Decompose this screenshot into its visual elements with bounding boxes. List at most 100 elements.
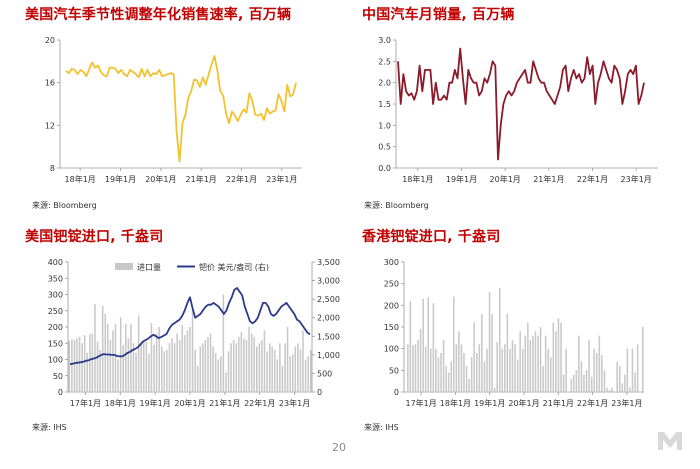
imports-bar — [127, 338, 130, 392]
x-tick-label: 20年1月 — [508, 398, 539, 408]
palladium-price-line — [69, 287, 311, 365]
hk-imports-bar — [481, 314, 483, 392]
x-tick-label: 21年1月 — [543, 398, 574, 408]
y-tick-label: 100 — [48, 356, 63, 365]
hk-imports-bar — [491, 314, 493, 392]
imports-bar — [220, 356, 222, 393]
x-tick-label: 19年1月 — [105, 174, 136, 184]
hk-imports-bar — [499, 288, 501, 392]
hk-imports-bar — [608, 389, 611, 392]
x-tick-label: 18年1月 — [105, 398, 136, 408]
imports-bar — [240, 331, 243, 392]
x-tick-label: 21年1月 — [209, 398, 240, 408]
hk-imports-bar — [470, 357, 473, 392]
hk-imports-bar — [634, 372, 636, 392]
right-y-tick-label: 500 — [317, 369, 332, 378]
hk-imports-bar — [631, 348, 634, 392]
hk-imports-bar — [407, 344, 409, 392]
hk-imports-bar — [460, 344, 463, 392]
hk-imports-bar — [585, 370, 588, 392]
y-tick-label: 200 — [384, 301, 399, 310]
hk-imports-bar — [478, 344, 481, 392]
right-y-tick-label: 1,500 — [317, 332, 340, 341]
imports-bar — [217, 359, 220, 392]
hk-imports-bar — [447, 372, 450, 392]
hk-imports-bar — [509, 348, 511, 392]
x-tick-label: 23年1月 — [621, 174, 652, 184]
imports-bar — [225, 372, 227, 392]
x-tick-label: 23年1月 — [266, 174, 297, 184]
imports-bar — [292, 354, 294, 392]
hk-imports-bar — [573, 374, 575, 392]
imports-bar — [179, 340, 181, 392]
x-tick-label: 17年1月 — [406, 398, 437, 408]
hk-imports-bar — [463, 353, 465, 392]
panel-1-title: 美国汽车季节性调整年化销售速率, 百万辆 — [25, 7, 292, 23]
imports-bar — [212, 346, 214, 392]
imports-bar — [274, 349, 276, 393]
imports-bar — [107, 323, 109, 393]
hk-imports-bar — [430, 348, 432, 392]
legend-label-price: 钯价 美元/盎司 (右) — [199, 262, 269, 272]
imports-bar — [132, 343, 135, 393]
x-tick-label: 19年1月 — [474, 398, 505, 408]
hk-imports-bar — [442, 340, 445, 392]
panel-1-source: 来源: Bloomberg — [32, 201, 97, 210]
imports-bar — [101, 305, 104, 392]
imports-bar — [163, 351, 166, 392]
hk-imports-bar — [424, 346, 427, 392]
imports-bar — [256, 346, 258, 392]
china-sales-series-line — [397, 47, 645, 161]
hk-imports-bar — [593, 348, 595, 392]
us-saar-series-line — [65, 55, 297, 163]
imports-bar — [281, 366, 284, 392]
hk-imports-bar — [427, 297, 430, 392]
imports-bar — [109, 340, 112, 392]
imports-bar — [168, 343, 171, 393]
hk-imports-bar — [527, 322, 529, 392]
hk-imports-bar — [626, 348, 629, 392]
imports-bar — [155, 333, 158, 392]
imports-bar — [171, 338, 173, 392]
hk-imports-bar — [453, 296, 455, 392]
imports-bar — [91, 333, 94, 392]
hk-imports-bar — [414, 344, 417, 392]
imports-bar — [125, 323, 127, 393]
hk-imports-bar — [598, 335, 601, 392]
imports-bar — [258, 343, 261, 393]
panel-2-title: 中国汽车月销量, 百万辆 — [362, 7, 515, 23]
panel-2-source: 来源: Bloomberg — [364, 201, 429, 210]
hk-imports-bar — [619, 366, 621, 392]
hk-imports-bar — [596, 353, 598, 392]
hk-imports-bar — [524, 335, 527, 392]
imports-bar — [245, 340, 248, 392]
x-tick-label: 23年1月 — [611, 398, 642, 408]
right-y-tick-label: 1,000 — [317, 351, 340, 360]
hk-imports-bar — [537, 335, 539, 392]
imports-bar — [73, 340, 76, 392]
hk-imports-bar — [562, 374, 565, 392]
y-tick-label: 1.5 — [378, 100, 391, 109]
imports-bar — [204, 340, 207, 392]
imports-bar — [297, 343, 299, 393]
y-tick-label: 12 — [45, 121, 55, 130]
hk-imports-bar — [458, 331, 460, 392]
imports-bar — [271, 346, 273, 392]
hk-imports-bar — [488, 292, 491, 392]
imports-bar — [81, 343, 83, 393]
hk-imports-bar — [450, 361, 453, 392]
imports-bar — [114, 323, 117, 393]
y-tick-label: 1.0 — [378, 121, 391, 130]
hk-imports-bar — [422, 298, 424, 392]
legend-swatch-imports — [115, 263, 133, 270]
imports-bar — [202, 343, 204, 393]
imports-bar — [78, 336, 81, 393]
imports-bar — [279, 343, 281, 393]
y-tick-label: 16 — [45, 79, 55, 88]
y-tick-label: 300 — [48, 291, 63, 300]
hk-imports-bar — [432, 303, 435, 392]
imports-bar — [307, 356, 309, 393]
imports-bar — [148, 353, 150, 392]
hk-imports-bar — [616, 361, 618, 392]
y-tick-label: 200 — [48, 323, 63, 332]
